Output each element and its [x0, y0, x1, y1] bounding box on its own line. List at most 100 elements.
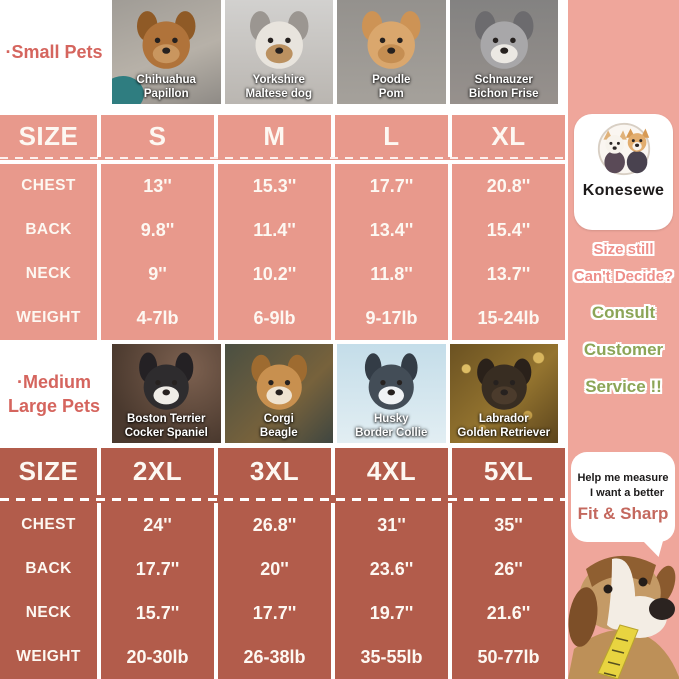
weight-3xl: 26-38lb [218, 635, 331, 679]
caption-line: Boston Terrier [127, 413, 206, 425]
neck-l: 11.8'' [335, 252, 448, 296]
neck-5xl: 21.6'' [452, 591, 565, 635]
dog-photo-husky-border-collie: Husky Border Collie [337, 344, 446, 443]
chest-m: 15.3'' [218, 164, 331, 208]
bubble-line1: Help me measure [577, 471, 669, 484]
sidebar: Konesewe Size still Can't Decide? Consul… [568, 0, 679, 679]
chest-4xl: 31'' [335, 503, 448, 547]
bubble-line3: Fit & Sharp [577, 503, 669, 523]
row-back-label: BACK [0, 208, 97, 252]
consult-line3: Service !! [585, 377, 662, 396]
chest-2xl: 24'' [101, 503, 214, 547]
dog-face-icon [362, 11, 421, 69]
back-3xl: 20'' [218, 547, 331, 591]
dog-face-icon [139, 352, 194, 410]
header-xl: XL [452, 115, 565, 157]
row-weight-label: WEIGHT [0, 296, 97, 340]
dog-photo-poodle-pom: Poodle Pom [337, 0, 446, 104]
header-m: M [218, 115, 331, 157]
row-weight-label: WEIGHT [0, 635, 97, 679]
chest-l: 17.7'' [335, 164, 448, 208]
weight-xl: 15-24lb [452, 296, 565, 340]
neck-m: 10.2'' [218, 252, 331, 296]
caption-line: Golden Retriever [457, 426, 551, 439]
dog-face-icon [137, 11, 196, 69]
medium-large-table-body: CHEST 24'' 26.8'' 31'' 35'' BACK 17.7'' … [0, 503, 565, 679]
header-5xl: 5XL [452, 448, 565, 495]
header-3xl: 3XL [218, 448, 331, 495]
back-5xl: 26'' [452, 547, 565, 591]
medium-large-table-header: SIZE 2XL 3XL 4XL 5XL [0, 448, 565, 495]
table-header-divider [0, 157, 565, 164]
caption-line: Corgi [263, 413, 294, 425]
dog-face-icon [250, 354, 307, 410]
row-neck-label: NECK [0, 591, 97, 635]
brand-name: Konesewe [582, 182, 665, 199]
medium-large-pets-photo-row: ·Medium Large Pets Boston Terrier Cocker… [0, 344, 558, 443]
row-chest-label: CHEST [0, 164, 97, 208]
small-pets-section-label: ·Small Pets [0, 0, 108, 104]
dog-face-icon [249, 11, 308, 69]
header-s: S [101, 115, 214, 157]
medium-large-section-label: ·Medium Large Pets [0, 344, 108, 443]
consult-line2: Customer [583, 340, 664, 359]
neck-s: 9'' [101, 252, 214, 296]
size-question-line1: Size still [593, 241, 654, 258]
small-pets-photo-row: ·Small Pets Chihuahua Papillon [0, 0, 558, 104]
dog-photo-caption: Husky Border Collie [337, 413, 446, 440]
chest-5xl: 35'' [452, 503, 565, 547]
row-back-label: BACK [0, 547, 97, 591]
caption-line: Chihuahua [136, 74, 196, 86]
weight-2xl: 20-30lb [101, 635, 214, 679]
beagle-with-measuring-tape-photo [568, 555, 679, 679]
header-size: SIZE [0, 115, 97, 157]
back-s: 9.8'' [101, 208, 214, 252]
dog-photo-caption: Poodle Pom [337, 74, 446, 101]
content-area: ·Small Pets Chihuahua Papillon [0, 0, 565, 679]
caption-line: Labrador [478, 413, 529, 425]
neck-xl: 13.7'' [452, 252, 565, 296]
caption-line: Husky [373, 413, 409, 425]
back-xl: 15.4'' [452, 208, 565, 252]
neck-3xl: 17.7'' [218, 591, 331, 635]
small-pets-table-body: CHEST 13'' 15.3'' 17.7'' 20.8'' BACK 9.8… [0, 164, 565, 340]
weight-m: 6-9lb [218, 296, 331, 340]
dog-face-icon [476, 358, 531, 410]
dog-face-icon [364, 353, 418, 410]
dog-face-icon [474, 11, 533, 69]
neck-2xl: 15.7'' [101, 591, 214, 635]
dog-photo-caption: Yorkshire Maltese dog [225, 74, 334, 101]
back-2xl: 17.7'' [101, 547, 214, 591]
back-4xl: 23.6'' [335, 547, 448, 591]
size-question-line2: Can't Decide? [573, 268, 674, 285]
caption-line: Maltese dog [245, 87, 312, 100]
caption-line: Pom [378, 87, 404, 100]
chest-s: 13'' [101, 164, 214, 208]
consult-line1: Consult [591, 303, 656, 322]
caption-line: Papillon [143, 87, 189, 100]
caption-line: Yorkshire [252, 74, 305, 86]
dog-photo-boston-terrier-cocker: Boston Terrier Cocker Spaniel [112, 344, 221, 443]
dog-photo-caption: Schnauzer Bichon Frise [450, 74, 559, 101]
speech-bubble: Help me measure I want a better Fit & Sh… [571, 452, 675, 542]
dog-photo-caption: Boston Terrier Cocker Spaniel [112, 413, 221, 440]
chest-xl: 20.8'' [452, 164, 565, 208]
medium-large-label-line1: ·Medium [17, 371, 91, 392]
weight-4xl: 35-55lb [335, 635, 448, 679]
medium-large-size-table: SIZE 2XL 3XL 4XL 5XL CHEST 24'' 26.8'' 3… [0, 448, 565, 679]
dog-photo-labrador-golden: Labrador Golden Retriever [449, 344, 558, 443]
back-l: 13.4'' [335, 208, 448, 252]
caption-line: Schnauzer [474, 74, 533, 86]
back-m: 11.4'' [218, 208, 331, 252]
dog-photo-corgi-beagle: Corgi Beagle [224, 344, 333, 443]
header-l: L [335, 115, 448, 157]
dog-photo-caption: Chihuahua Papillon [112, 74, 221, 101]
small-pets-section-label-text: ·Small Pets [5, 42, 103, 62]
weight-s: 4-7lb [101, 296, 214, 340]
medium-large-label-line2: Large Pets [7, 395, 101, 416]
small-pets-size-table: SIZE S M L XL CHEST 13'' 15.3'' 17.7'' 2… [0, 115, 565, 340]
row-neck-label: NECK [0, 252, 97, 296]
caption-line: Beagle [259, 426, 298, 439]
caption-line: Cocker Spaniel [124, 426, 208, 439]
